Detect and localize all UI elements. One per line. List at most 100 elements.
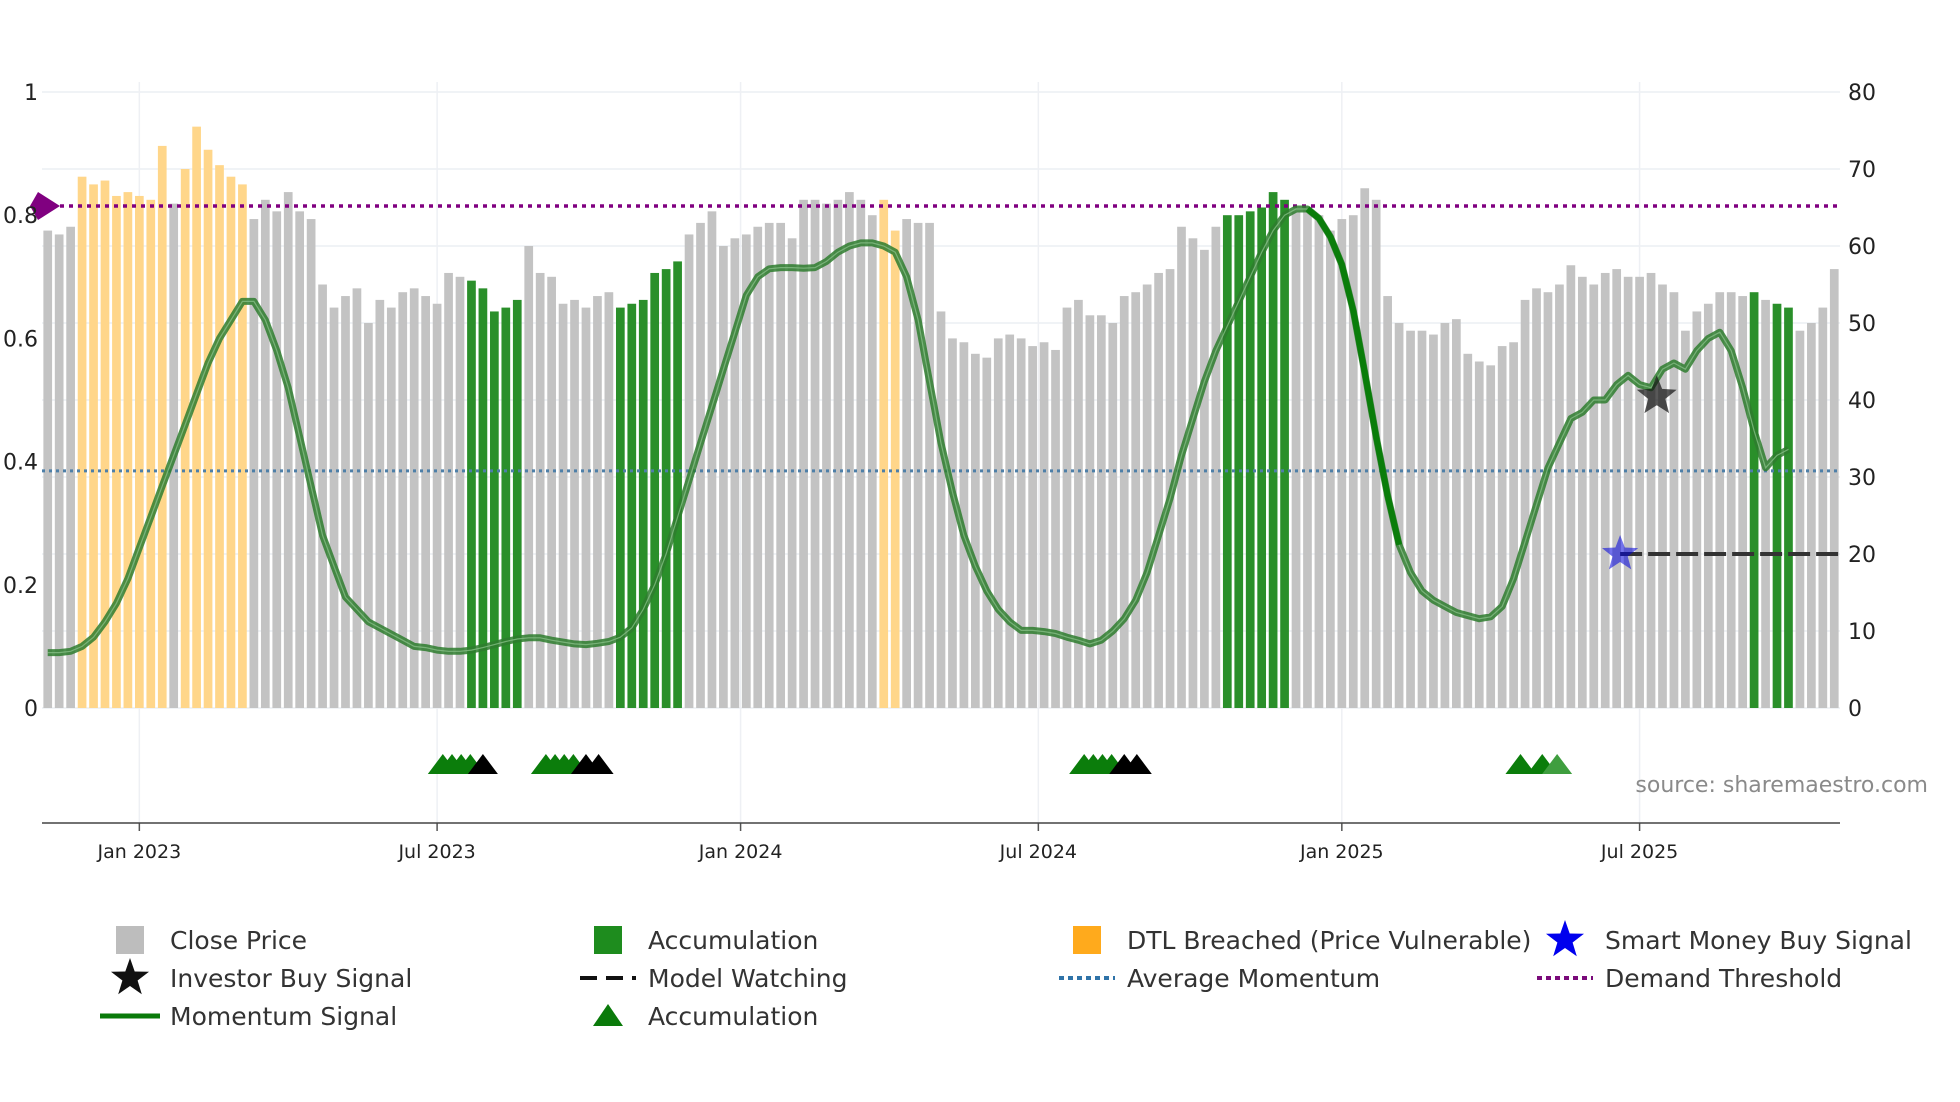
price-bar: [1222, 215, 1232, 708]
legend-item: DTL Breached (Price Vulnerable): [1073, 926, 1531, 955]
legend-label: Accumulation: [648, 926, 818, 955]
price-bar: [547, 276, 556, 708]
price-bar: [867, 215, 877, 708]
price-bar: [1326, 230, 1335, 708]
price-bar: [558, 303, 568, 708]
price-bar: [1440, 323, 1450, 708]
price-bar: [730, 238, 740, 709]
price-bar: [845, 192, 854, 709]
price-bar: [799, 199, 808, 709]
price-bar: [1681, 330, 1690, 708]
price-bar: [741, 234, 751, 708]
x-tick-label: Jan 2025: [1299, 841, 1384, 863]
price-bar: [272, 211, 282, 708]
price-bar: [638, 299, 648, 708]
price-bar: [398, 292, 408, 708]
price-bar: [1486, 365, 1496, 708]
price-bar: [1108, 323, 1118, 708]
price-bar: [1829, 269, 1839, 708]
price-bar: [238, 184, 247, 708]
axes: 0 10 20 30 40 50 60 70 80 0 0.2 0.4 0.6 0.8 1 Jan 2023 J…: [3, 81, 1876, 863]
price-bar: [879, 199, 889, 709]
price-bar: [341, 296, 350, 708]
price-bar: [1772, 303, 1782, 708]
price-bar: [306, 219, 316, 709]
price-bar: [982, 357, 992, 708]
price-bar: [1245, 211, 1255, 708]
right-tick-label: 60: [1848, 235, 1876, 260]
price-bar: [1268, 192, 1278, 709]
price-bar: [1795, 330, 1805, 708]
price-bar: [948, 338, 957, 708]
price-bar: [661, 269, 671, 708]
price-bar: [123, 192, 133, 709]
price-bar: [1257, 207, 1267, 708]
price-bar: [627, 303, 637, 708]
legend-label: Smart Money Buy Signal: [1605, 926, 1912, 955]
price-bar: [478, 288, 488, 708]
right-tick-label: 80: [1848, 81, 1876, 106]
legend-label: Accumulation: [648, 1002, 818, 1031]
price-bar: [1520, 299, 1530, 708]
accumulation-triangle: [467, 754, 498, 774]
price-bar: [1749, 292, 1759, 708]
price-bar: [1303, 207, 1312, 708]
price-bar: [1234, 215, 1244, 708]
legend-label: Model Watching: [648, 964, 848, 993]
price-bar: [157, 145, 167, 708]
smart-money-buy-star: [1602, 535, 1639, 570]
price-bar: [215, 165, 224, 708]
price-bar: [1738, 296, 1748, 708]
x-tick-label: Jul 2023: [397, 841, 475, 863]
price-bar: [1566, 265, 1576, 708]
price-bar: [501, 307, 511, 708]
price-bar: [1074, 299, 1083, 708]
accumulation-markers: [427, 754, 1573, 774]
price-bar: [650, 272, 660, 708]
price-bar: [753, 226, 763, 708]
price-bar: [936, 311, 946, 708]
price-bar: [925, 222, 934, 708]
price-bar: [1577, 276, 1587, 708]
price-bar: [364, 323, 373, 708]
legend-label: Momentum Signal: [170, 1002, 397, 1031]
left-tick-label: 0.6: [3, 327, 38, 352]
price-bar: [295, 211, 305, 708]
price-bar: [43, 230, 53, 708]
price-bar: [100, 180, 110, 709]
price-bar: [535, 272, 545, 708]
price-bar: [1658, 284, 1667, 708]
price-bar: [615, 307, 625, 708]
legend-item: Model Watching: [580, 964, 848, 993]
price-bar: [1429, 334, 1438, 708]
price-bar: [192, 126, 201, 708]
price-bars: [43, 126, 1839, 709]
right-tick-label: 70: [1848, 158, 1876, 183]
price-bar: [593, 296, 602, 708]
left-tick-label: 0: [24, 697, 38, 722]
legend-square: [594, 926, 622, 954]
legend-item: Smart Money Buy Signal: [1546, 920, 1912, 957]
price-bar: [581, 307, 591, 708]
legend-item: Average Momentum: [1059, 964, 1380, 993]
price-bar: [1623, 276, 1633, 708]
right-tick-label: 40: [1848, 389, 1876, 414]
price-bar: [764, 222, 774, 708]
price-bar: [1555, 284, 1564, 708]
price-bar: [810, 199, 820, 709]
legend-star: [1546, 920, 1584, 957]
price-bar: [707, 211, 717, 708]
right-tick-label: 50: [1848, 312, 1876, 337]
left-tick-label: 1: [24, 81, 38, 106]
reference-lines: [30, 191, 1840, 473]
legend: Close Price Accumulation DTL Breached (Pri…: [100, 920, 1912, 1031]
price-bar: [719, 246, 728, 708]
price-bar: [1646, 272, 1656, 708]
price-bar: [66, 226, 75, 708]
price-bar: [146, 199, 156, 709]
price-bar: [890, 230, 900, 708]
price-bar: [1543, 292, 1553, 708]
price-bar: [432, 303, 442, 708]
source-label: source: sharemaestro.com: [1635, 773, 1928, 798]
price-bar: [1589, 284, 1599, 708]
